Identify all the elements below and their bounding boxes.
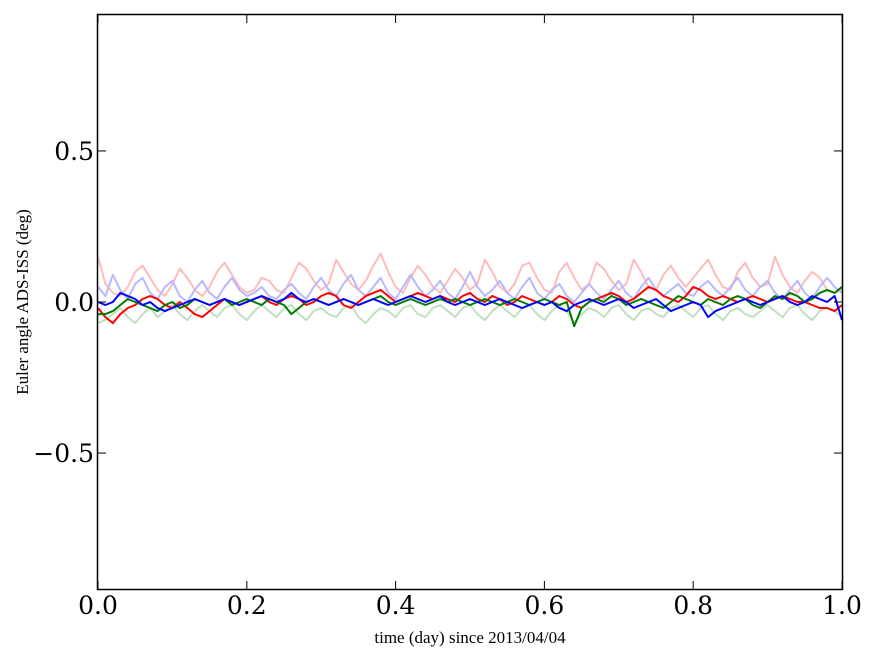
y-tick-label-0: 0.5 bbox=[54, 137, 94, 166]
x-tick-label-2: 0.4 bbox=[376, 591, 416, 620]
x-axis-label: time (day) since 2013/04/04 bbox=[374, 628, 566, 647]
series-layer bbox=[97, 252, 843, 328]
y-tick-label-2: −0.5 bbox=[33, 439, 94, 468]
x-tick-label-5: 1.0 bbox=[822, 591, 862, 620]
x-tick-label-1: 0.2 bbox=[227, 591, 267, 620]
x-tick-label-4: 0.8 bbox=[673, 591, 713, 620]
y-axis-label: Euler angle ADS-ISS (deg) bbox=[13, 209, 32, 395]
y-tick-label-1: 0.0 bbox=[54, 288, 94, 317]
plot-frame bbox=[96, 13, 844, 591]
x-tick-label-0: 0.0 bbox=[78, 591, 118, 620]
series-line-5 bbox=[97, 291, 843, 321]
x-tick-label-3: 0.6 bbox=[525, 591, 565, 620]
series-line-0 bbox=[97, 252, 843, 297]
tick-layer: 0.0 0.2 0.4 0.6 0.8 1.0 0.5 0.0 −0.5 bbox=[33, 15, 862, 620]
series-line-1 bbox=[97, 270, 843, 303]
